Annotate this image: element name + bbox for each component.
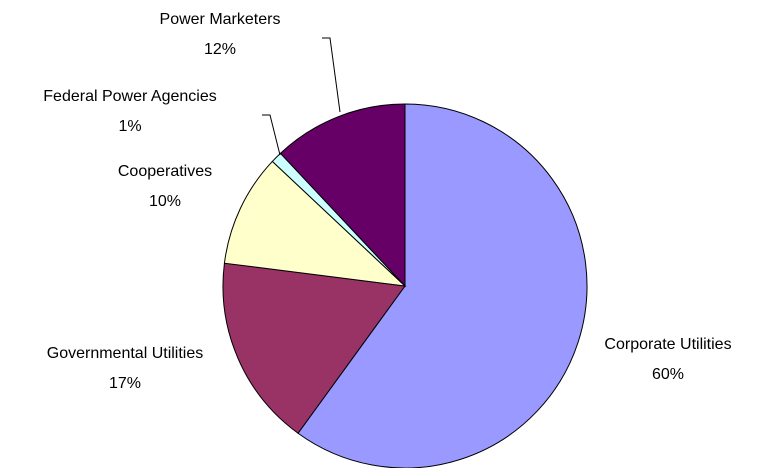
pie-slice — [297, 103, 588, 468]
leader-line — [262, 114, 281, 156]
pie-slice — [223, 160, 407, 287]
slice-label: Power Marketers — [160, 11, 281, 28]
slice-label: Cooperatives — [118, 163, 212, 180]
slice-value-label: 17% — [109, 375, 141, 392]
pie-slice — [279, 103, 406, 288]
slice-value-label: 12% — [204, 41, 236, 58]
pie-slice — [222, 262, 406, 434]
slice-value-label: 1% — [118, 118, 141, 135]
slice-label: Corporate Utilities — [604, 336, 731, 353]
leader-line — [322, 37, 341, 113]
slice-value-label: 60% — [652, 366, 684, 383]
slice-label: Federal Power Agencies — [43, 88, 216, 105]
slice-label: Governmental Utilities — [47, 345, 204, 362]
slice-value-label: 10% — [149, 193, 181, 210]
